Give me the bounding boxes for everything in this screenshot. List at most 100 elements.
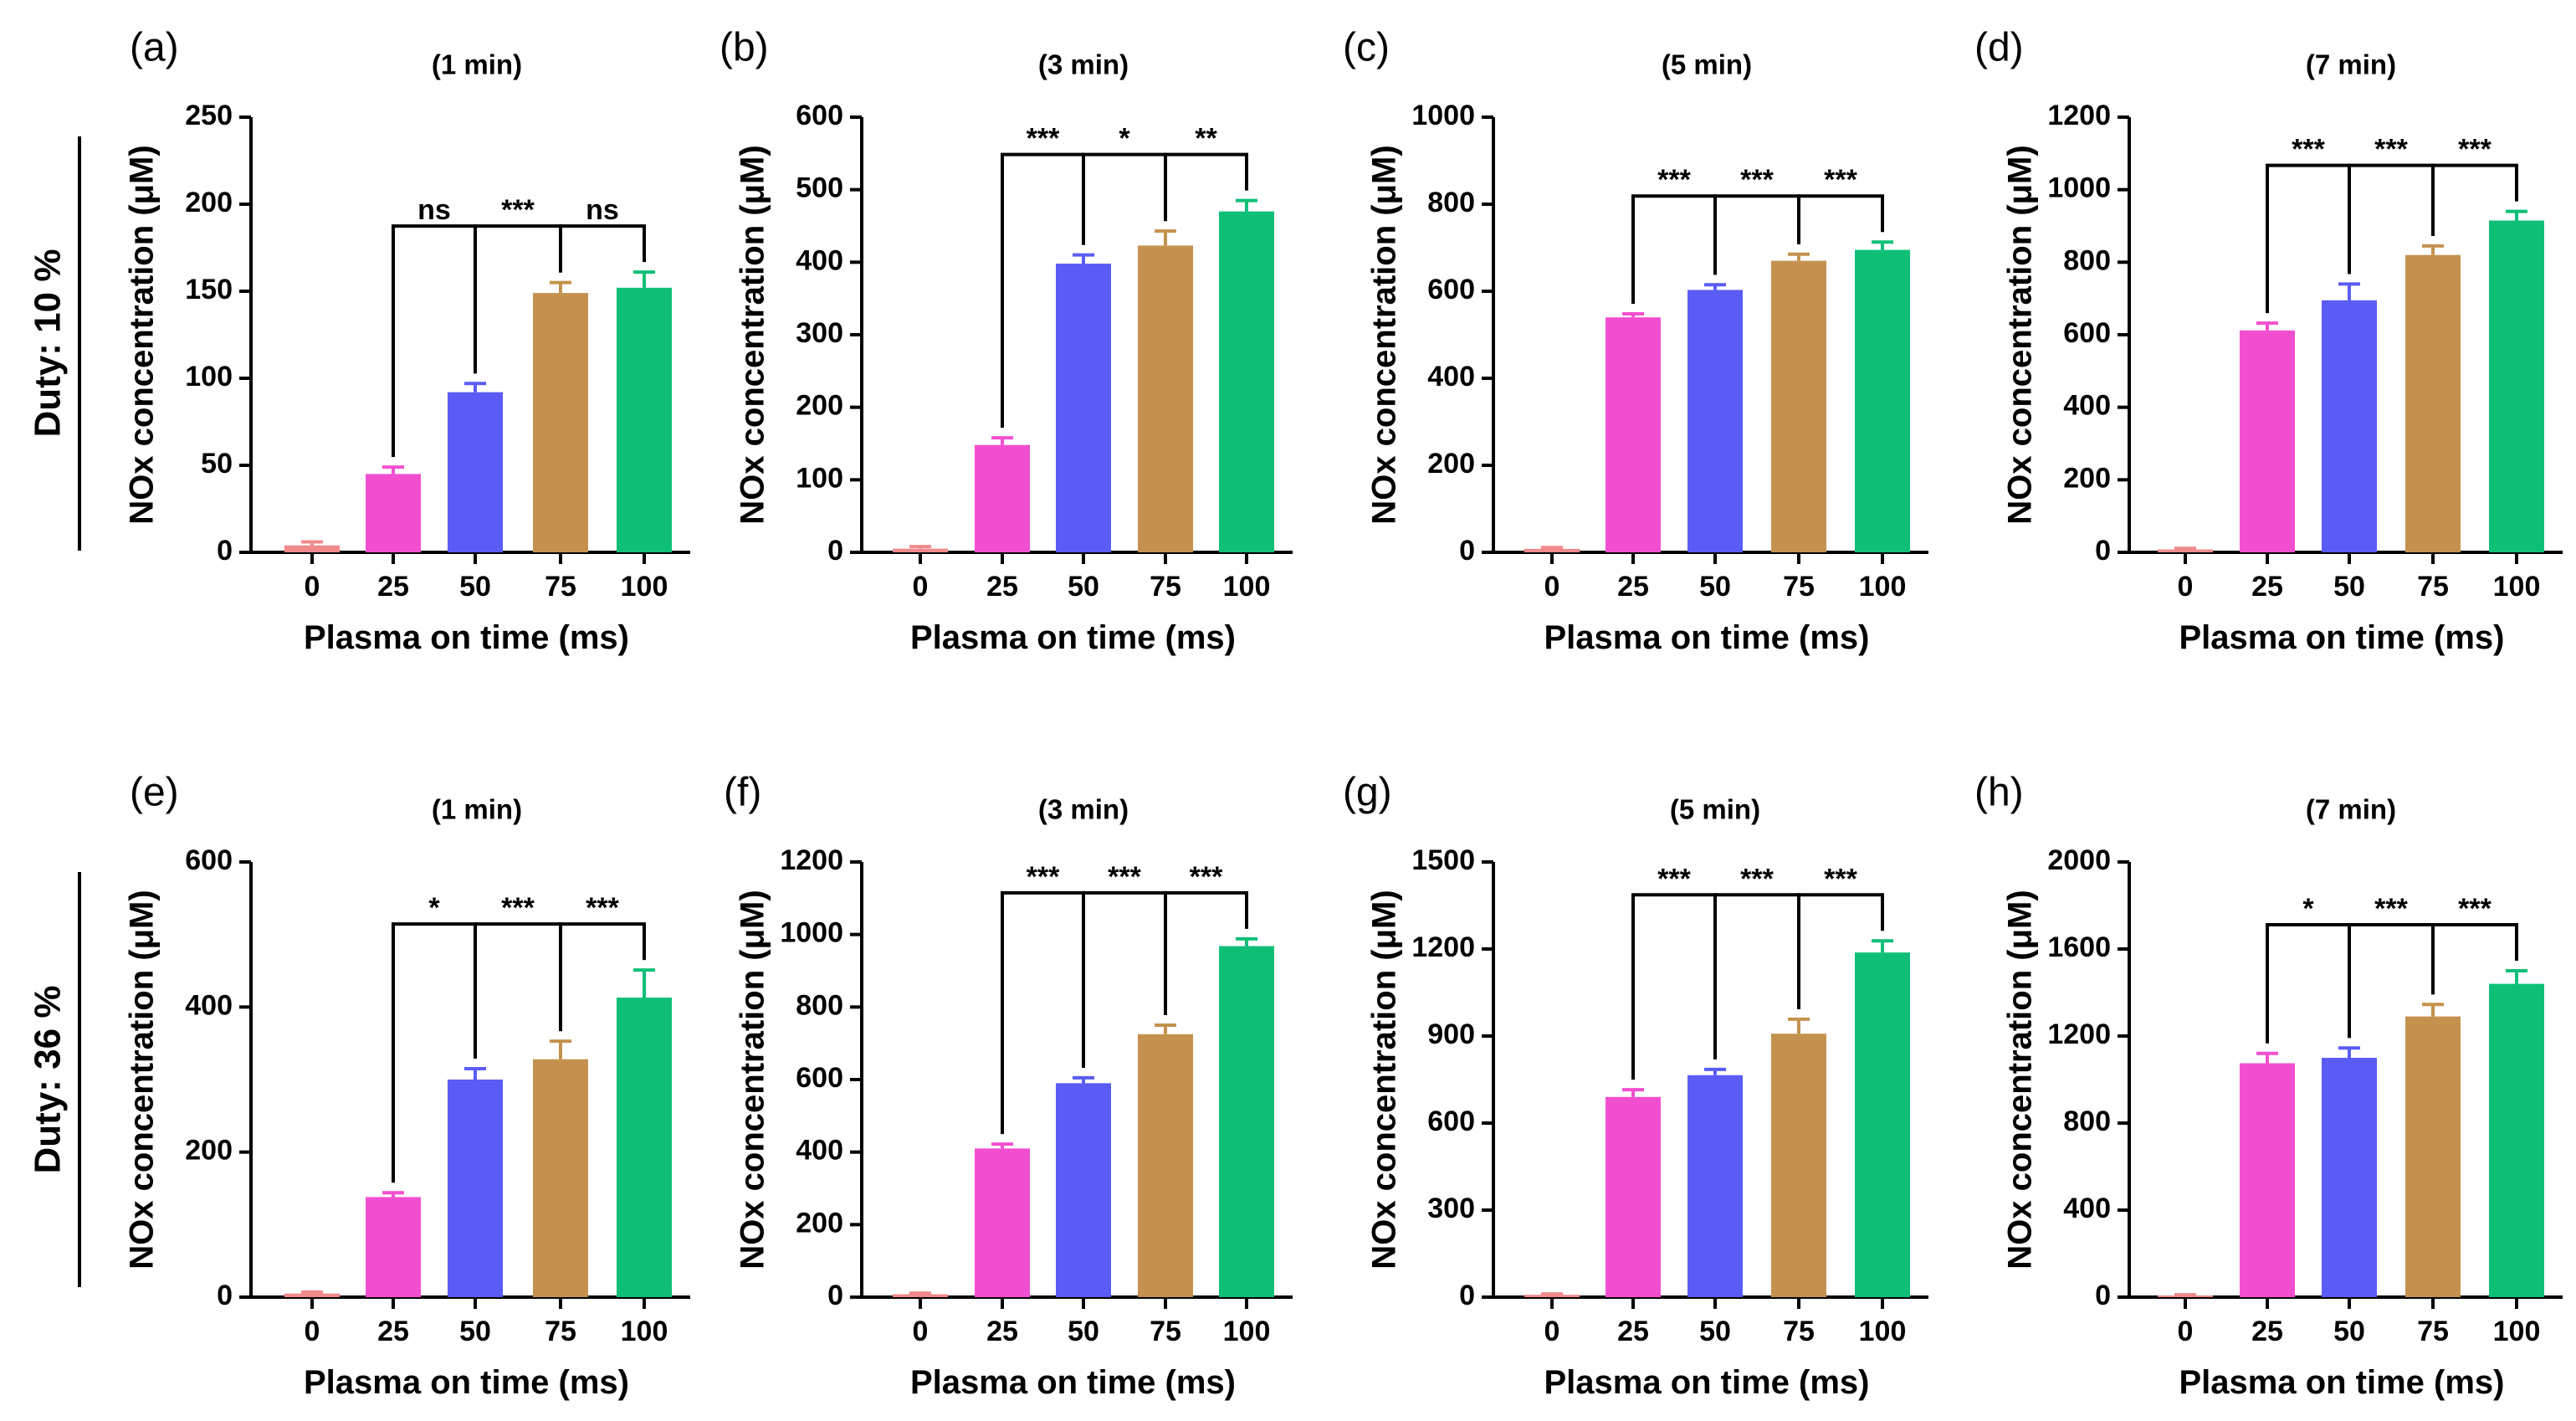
bar [1855,249,1910,552]
x-tick-label: 100 [2493,571,2541,603]
x-axis-label: Plasma on time (ms) [910,619,1236,656]
row-label-bottom: Duty: 36 % [28,986,69,1174]
x-tick-label: 75 [1783,1316,1815,1347]
significance-label: *** [586,892,619,924]
bar [1606,317,1661,552]
y-tick-label: 100 [796,462,843,494]
significance-bracket [2431,163,2518,236]
y-tick-label: 200 [2063,462,2111,494]
y-tick-label: 400 [796,244,843,276]
bar [975,444,1030,552]
bar [533,293,588,552]
x-tick-label: 25 [2251,1316,2283,1347]
significance-bracket [1631,893,1717,1080]
significance-label: * [2302,893,2314,925]
y-tick-label: 100 [185,361,233,392]
bar [1771,1034,1826,1297]
panel-letter: (a) [130,26,179,70]
significance-label: *** [1108,861,1141,893]
y-tick-label: 600 [1427,274,1475,305]
y-tick-label: 0 [2095,535,2111,567]
significance-label: *** [2458,134,2491,166]
x-tick-label: 100 [2493,1316,2541,1347]
significance-label: ** [1195,123,1217,155]
significance-bracket [2266,923,2351,1044]
x-axis-label: Plasma on time (ms) [2179,619,2504,656]
significance-bracket [2431,923,2518,995]
x-tick-label: 50 [2333,1316,2365,1347]
y-tick-label: 600 [796,100,843,131]
y-tick-label: 800 [1427,187,1475,218]
bar [975,1148,1030,1297]
y-axis-label: NOx concentration (μM) [124,890,161,1269]
y-tick-label: 1200 [780,844,843,876]
bar [1606,1096,1661,1297]
y-tick-label: 0 [2095,1280,2111,1311]
y-axis-label: NOx concentration (μM) [2002,145,2039,524]
y-tick-label: 150 [185,274,233,305]
bar [2489,220,2544,552]
y-tick-label: 200 [185,187,233,218]
significance-label: *** [501,194,535,226]
y-tick-label: 600 [185,844,233,876]
chart-title: (3 min) [1038,794,1129,825]
significance-label: *** [2374,134,2408,166]
x-tick-label: 0 [2178,571,2194,603]
bar [1855,952,1910,1297]
x-tick-label: 50 [459,1316,491,1347]
significance-label: *** [1824,863,1857,895]
significance-label: *** [1190,861,1223,893]
y-tick-label: 1200 [1411,931,1475,963]
x-tick-label: 0 [913,1316,929,1347]
x-tick-label: 0 [913,571,929,603]
x-tick-label: 100 [1859,1316,1907,1347]
chart-panel-5: (e) (1 min) 0 200 400 600 0 25 50 75 100 Plasma on … [124,771,690,1401]
chart-panel-3: (c) (5 min) 0 200 400 600 800 1000 0 25 50 75 100 Pla… [1343,26,1928,656]
chart-title: (3 min) [1038,49,1129,80]
x-tick-label: 75 [1783,571,1815,603]
chart-title: (1 min) [432,794,522,825]
y-axis-label: NOx concentration (μM) [124,145,161,524]
x-tick-label: 50 [459,571,491,603]
panel-letter: (f) [724,771,761,815]
bar [1771,260,1826,552]
x-tick-label: 25 [1617,571,1649,603]
y-axis-label: NOx concentration (μM) [1366,890,1403,1269]
bar [366,1197,421,1297]
x-tick-label: 100 [621,1316,668,1347]
panel-letter: (d) [1974,26,2024,70]
significance-label: *** [1824,164,1857,196]
bar [448,392,503,552]
bar [2240,330,2295,552]
bar [284,1293,340,1297]
bar [366,474,421,552]
y-tick-label: 0 [827,535,843,567]
x-tick-label: 75 [2417,571,2449,603]
bar [2322,1058,2377,1297]
y-tick-label: 250 [185,100,233,131]
significance-label: *** [1740,863,1774,895]
y-tick-label: 1000 [1411,100,1475,131]
bar [617,998,672,1297]
x-axis-label: Plasma on time (ms) [1544,619,1869,656]
significance-bracket [474,922,562,1059]
bar [1524,548,1580,552]
significance-label: *** [501,892,535,924]
x-tick-label: 25 [986,1316,1018,1347]
bar [617,287,672,552]
significance-label: *** [1657,164,1691,196]
x-tick-label: 75 [1150,571,1181,603]
row-labels: Duty: 10 % Duty: 36 % [28,136,81,1287]
bar [893,548,948,552]
significance-label: *** [2374,893,2408,925]
y-tick-label: 400 [185,989,233,1021]
y-tick-label: 800 [796,989,843,1021]
panel-letter: (e) [130,771,179,815]
y-tick-label: 400 [2063,390,2111,422]
x-tick-label: 100 [1223,571,1271,603]
x-tick-label: 50 [1068,1316,1099,1347]
x-tick-label: 75 [545,1316,576,1347]
bar [2322,300,2377,552]
